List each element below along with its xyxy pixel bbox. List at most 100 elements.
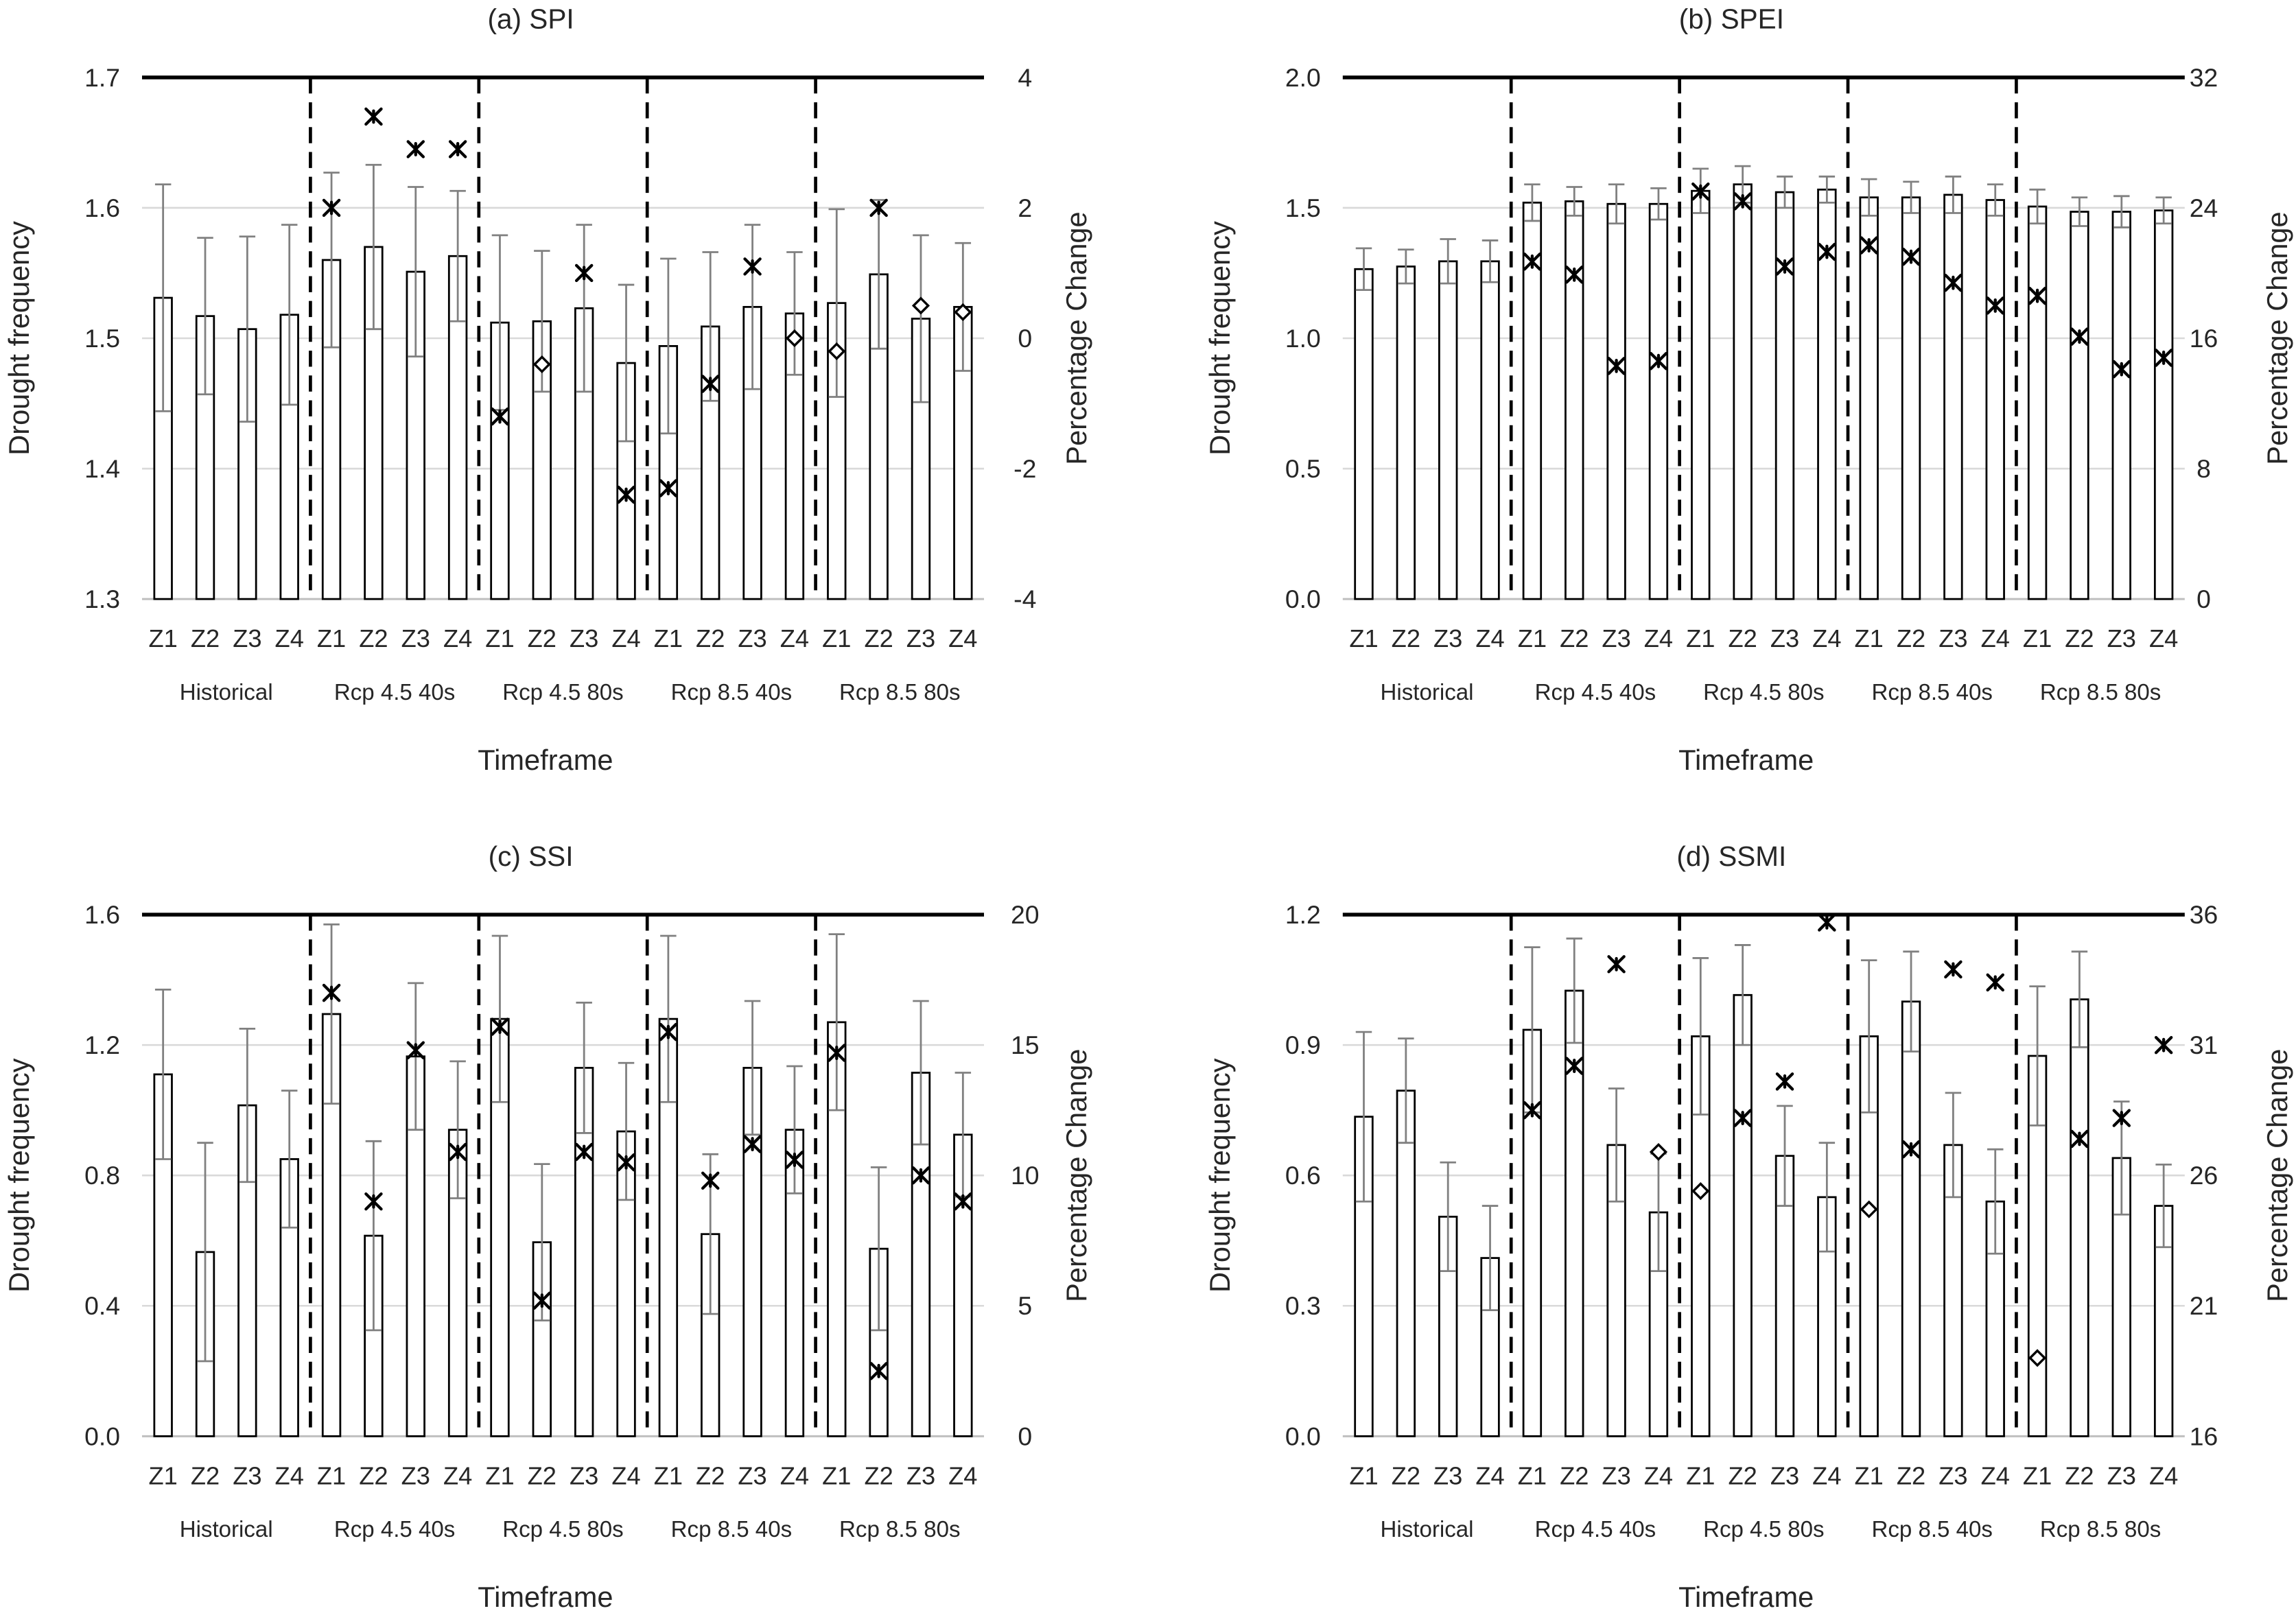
error-bar-rcp-4-5-40s-z2	[365, 163, 382, 331]
marker-star-rcp-4-5-40s-z2	[364, 107, 383, 126]
x-category-label: Z3	[1602, 1461, 1630, 1490]
error-bar-rcp-8-5-80s-z4	[2155, 1163, 2172, 1249]
error-bar-rcp-8-5-80s-z3	[2113, 195, 2130, 228]
x-category-label: Z1	[1518, 624, 1547, 652]
x-category-label: Z2	[864, 624, 893, 652]
y2-tick-label: 16	[2190, 1422, 2218, 1450]
bar-rcp-8-5-40s-z4	[1985, 199, 2005, 600]
marker-diamond-rcp-8-5-80s-z3	[911, 296, 930, 315]
bar-rcp-8-5-40s-z2	[1901, 1000, 1921, 1437]
x-group-label: Rcp 4.5 40s	[334, 680, 455, 705]
marker-star-rcp-8-5-40s-z1	[659, 1022, 678, 1041]
error-bar-historical-z2	[1398, 1037, 1414, 1144]
y-axis-title: Drought frequency	[1204, 1058, 1236, 1293]
x-category-label: Z4	[1475, 624, 1504, 652]
marker-star-rcp-8-5-80s-z4	[2154, 349, 2173, 367]
error-bar-rcp-4-5-80s-z4	[618, 1061, 635, 1201]
marker-star-rcp-8-5-80s-z2	[2070, 1129, 2089, 1149]
error-bar-rcp-8-5-80s-z1	[2029, 985, 2046, 1127]
bar-historical-z4	[1480, 260, 1500, 600]
x-category-label: Z3	[1938, 624, 1967, 652]
bar-rcp-4-5-80s-z2	[1733, 183, 1753, 600]
x-category-label: Z1	[1855, 1461, 1884, 1490]
y-tick-label: 2.0	[1285, 63, 1321, 92]
x-group-label: Historical	[180, 1517, 273, 1542]
x-group-label: Rcp 4.5 40s	[1535, 680, 1656, 705]
bar-rcp-8-5-80s-z3	[2111, 211, 2131, 600]
error-bar-historical-z4	[1481, 1205, 1499, 1311]
bar-rcp-8-5-80s-z4	[2153, 1205, 2174, 1437]
x-group-label: Rcp 8.5 40s	[671, 1517, 792, 1542]
error-bar-historical-z1	[1355, 1031, 1372, 1203]
error-bar-rcp-8-5-40s-z3	[744, 224, 761, 390]
error-bar-rcp-4-5-40s-z1	[1524, 183, 1541, 222]
x-category-label: Z3	[1433, 1461, 1462, 1490]
bar-rcp-4-5-40s-z4	[1648, 202, 1669, 600]
x-category-label: Z3	[738, 624, 766, 652]
y2-tick-label: 0	[1018, 1422, 1032, 1450]
x-axis-title: Timeframe	[478, 744, 613, 776]
y-tick-label: 0.0	[1285, 1422, 1321, 1450]
x-category-label: Z3	[1770, 624, 1799, 652]
error-bar-rcp-4-5-40s-z2	[1566, 937, 1582, 1044]
x-category-label: Z4	[1475, 1461, 1504, 1490]
x-category-label: Z2	[528, 624, 557, 652]
error-bar-rcp-4-5-80s-z3	[1777, 175, 1793, 209]
marker-star-rcp-4-5-80s-z1	[1691, 182, 1710, 201]
bar-rcp-8-5-80s-z2	[2070, 211, 2089, 600]
y2-tick-label: 16	[2190, 324, 2218, 353]
x-category-label: Z1	[822, 1461, 851, 1490]
error-bar-historical-z3	[239, 235, 256, 423]
x-group-label: Rcp 8.5 40s	[1871, 1517, 1992, 1542]
x-category-label: Z1	[317, 624, 346, 652]
x-category-label: Z3	[1433, 624, 1462, 652]
y-tick-label: 1.5	[1285, 193, 1321, 222]
x-category-label: Z3	[906, 624, 935, 652]
bar-rcp-4-5-40s-z2	[1565, 200, 1584, 600]
marker-star-rcp-8-5-80s-z1	[828, 1044, 846, 1062]
marker-star-rcp-8-5-80s-z3	[2112, 360, 2131, 379]
x-category-label: Z2	[191, 624, 220, 652]
x-category-label: Z3	[570, 1461, 598, 1490]
error-bar-rcp-8-5-80s-z3	[913, 1000, 929, 1146]
marker-star-rcp-8-5-80s-z2	[2070, 327, 2089, 346]
marker-star-rcp-8-5-80s-z4	[2154, 1035, 2173, 1055]
x-category-label: Z1	[1349, 1461, 1378, 1490]
bar-historical-z3	[1438, 1216, 1458, 1437]
x-category-label: Z4	[1981, 624, 2010, 652]
x-category-label: Z4	[443, 1461, 472, 1490]
x-category-label: Z4	[1644, 624, 1673, 652]
y-tick-label: 0.0	[84, 1422, 120, 1450]
y-tick-label: 1.6	[84, 900, 120, 929]
x-category-label: Z1	[1686, 1461, 1715, 1490]
marker-star-rcp-4-5-40s-z2	[364, 1192, 383, 1211]
x-category-label: Z4	[443, 624, 472, 652]
marker-star-rcp-8-5-40s-z3	[1944, 274, 1963, 292]
error-bar-historical-z2	[1398, 248, 1414, 285]
y-tick-label: 1.2	[1285, 900, 1321, 929]
marker-star-rcp-4-5-40s-z3	[406, 1041, 425, 1059]
x-category-label: Z4	[780, 624, 809, 652]
y2-tick-label: 8	[2197, 454, 2211, 483]
y2-axis-title: Percentage Change	[2261, 211, 2293, 464]
x-category-label: Z1	[2023, 1461, 2052, 1490]
x-category-label: Z4	[2149, 1461, 2178, 1490]
error-bar-rcp-8-5-40s-z4	[1987, 1148, 2004, 1255]
y-tick-label: 1.6	[84, 193, 120, 222]
error-bar-rcp-8-5-80s-z2	[2071, 196, 2088, 227]
marker-star-rcp-8-5-40s-z1	[659, 479, 678, 497]
bar-historical-z2	[195, 315, 215, 600]
error-bar-historical-z3	[239, 1028, 256, 1184]
marker-star-rcp-4-5-80s-z4	[1818, 913, 1836, 932]
error-bar-rcp-8-5-40s-z3	[1945, 1092, 1962, 1199]
marker-star-rcp-4-5-40s-z4	[448, 140, 467, 158]
x-category-label: Z4	[1644, 1461, 1673, 1490]
error-bar-rcp-4-5-80s-z3	[576, 224, 592, 393]
error-bar-rcp-4-5-40s-z4	[1650, 187, 1667, 221]
x-category-label: Z3	[906, 1461, 935, 1490]
y2-tick-label: 2	[1018, 193, 1032, 222]
x-category-label: Z2	[696, 1461, 725, 1490]
x-category-label: Z3	[2107, 624, 2136, 652]
y2-tick-label: -4	[1014, 585, 1036, 613]
marker-star-rcp-4-5-80s-z3	[574, 263, 594, 283]
